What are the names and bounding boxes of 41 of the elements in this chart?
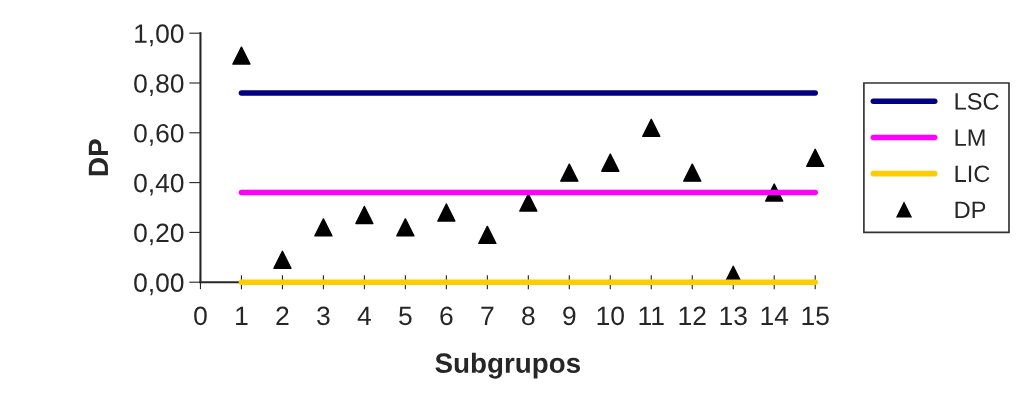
point [437,203,456,222]
y-tick-label: 0,40 [134,173,184,196]
y-tick-label: 1,00 [135,24,184,47]
x-tick-label: 11 [639,306,664,325]
point [355,205,374,225]
y-tick-label: 0,80 [134,74,184,96]
x-tick-label: 12 [679,306,706,325]
y-tick-label: 0,00 [134,273,184,296]
point [478,225,497,245]
point [642,118,661,138]
point [273,250,292,269]
x-tick-label: 3 [317,306,330,326]
x-tick-label: 4 [357,306,371,325]
point [314,218,333,237]
x-axis-title: Subgrupos [435,352,580,379]
x-tick-label: 9 [563,306,576,326]
x-tick-label: 7 [481,306,494,325]
point [560,163,579,182]
point [519,193,538,212]
point [396,218,415,237]
x-tick-label: 15 [802,306,829,326]
y-tick-label: 0,20 [134,223,184,246]
legend-label: LM [955,129,985,146]
x-tick-label: 5 [399,306,412,326]
point [601,153,620,172]
x-tick-label: 1 [236,306,248,325]
legend-label: LSC [955,93,999,110]
y-tick-label: 0,60 [134,123,184,146]
point [806,148,825,167]
x-tick-label: 14 [761,306,789,325]
point [232,46,251,65]
x-tick-label: 2 [276,306,289,325]
y-axis-title: DP [88,139,108,176]
legend-label: LIC [955,165,990,183]
x-tick-label: 0 [194,306,207,326]
x-tick-label: 6 [440,306,453,326]
x-tick-label: 10 [597,306,624,326]
x-tick-label: 13 [720,306,747,326]
x-tick-label: 8 [522,306,535,326]
legend-label: DP [955,201,986,219]
point [683,163,702,182]
